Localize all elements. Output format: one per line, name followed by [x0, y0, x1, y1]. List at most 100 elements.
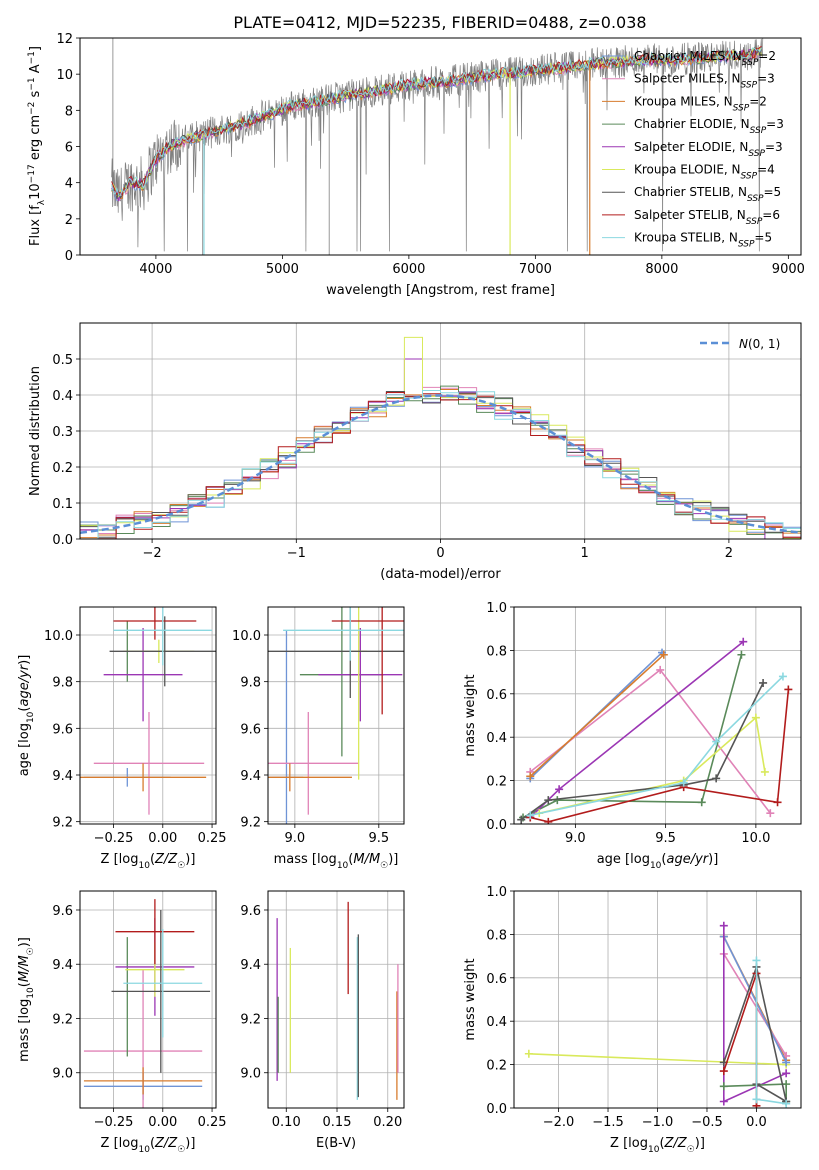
y-tick-label: 10.0 [44, 629, 73, 644]
legend-label: Salpeter ELODIE, NSSP=3 [634, 140, 783, 159]
y-tick-label: 9.6 [240, 904, 261, 919]
age-vs-mass-panel: 9.0 9.5 9.2 9.4 9.6 9.8 10.0 mass [log10(M/M☉)] [232, 606, 405, 871]
y-tick-label: 9.2 [52, 816, 73, 831]
x-tick-label: 9.5 [655, 831, 676, 846]
y-tick-label: 0.8 [486, 644, 507, 659]
legend-label: N(0, 1) [739, 337, 780, 351]
weight-marker [782, 1099, 791, 1108]
weight-marker [555, 785, 564, 794]
weight-line-kroupa-elodie [539, 716, 766, 814]
weight-marker [766, 809, 775, 818]
y-tick-label: 9.0 [52, 1067, 73, 1082]
x-axis-label: wavelength [Angstrom, rest frame] [326, 283, 555, 298]
weight-line-chabrier-miles [723, 936, 787, 1063]
x-tick-label: 2 [725, 546, 733, 561]
axes-frame [513, 890, 802, 1109]
x-tick-label: 6000 [392, 262, 425, 277]
y-axis-label: mass weight [463, 958, 478, 1040]
weight-marker [737, 650, 746, 659]
x-tick-label: −1 [287, 546, 306, 561]
y-tick-label: 9.4 [240, 958, 261, 973]
weight-marker [784, 685, 793, 694]
y-tick-label: 0.8 [486, 928, 507, 943]
axes-frame [79, 322, 802, 540]
model-spectrum-kroupa-stelib [111, 47, 762, 196]
y-tick-label: 10 [56, 68, 73, 83]
y-tick-label: 0.6 [486, 972, 507, 987]
y-tick-label: 0.0 [52, 533, 73, 548]
x-axis-label: Z [log10(Z/Z☉)] [101, 852, 196, 871]
y-tick-label: 0.4 [52, 389, 73, 404]
x-tick-label: 0.25 [198, 1115, 227, 1130]
legend-label: Chabrier ELODIE, NSSP=3 [634, 117, 784, 136]
y-tick-label: 9.0 [240, 1067, 261, 1082]
x-tick-label: 0.00 [148, 1115, 177, 1130]
gaussian-curve [80, 394, 801, 534]
weight-marker [782, 1080, 791, 1089]
weight-marker [773, 798, 782, 807]
y-tick-label: 9.8 [52, 676, 73, 691]
x-tick-label: 0.20 [373, 1115, 402, 1130]
weight-marker [782, 1058, 791, 1067]
weight-marker [719, 1097, 728, 1106]
legend-label: Chabrier MILES, NSSP=2 [634, 49, 776, 68]
weight-line-salpeter-miles [723, 953, 787, 1057]
weight-vs-Z-panel: −2.0 −1.5 −1.0 −0.5 0.0 0.0 0.2 0.4 0.6 0.8 1.0 Z [… [463, 885, 802, 1155]
x-tick-label: 10.0 [741, 831, 770, 846]
weight-marker [739, 637, 748, 646]
legend-label: Kroupa STELIB, NSSP=5 [634, 231, 772, 250]
residuals-panel: −2 −1 0 1 2 0.0 0.1 0.2 0.3 0.4 0.5 (data-model)/er… [28, 322, 802, 582]
plot-area [268, 607, 404, 824]
x-tick-label: 0.10 [272, 1115, 301, 1130]
x-tick-label: 8000 [645, 262, 678, 277]
legend-label: Kroupa ELODIE, NSSP=4 [634, 163, 775, 182]
x-tick-label: 9000 [772, 262, 805, 277]
y-tick-label: 9.6 [240, 722, 261, 737]
weight-marker [712, 774, 721, 783]
mass-vs-Z-panel: −0.25 0.00 0.25 9.0 9.2 9.4 9.6 Z [log10(Z/Z☉)]… [17, 890, 227, 1155]
legend-label: Salpeter STELIB, NSSP=6 [634, 208, 780, 227]
weight-marker [712, 737, 721, 746]
axes-frame [267, 890, 405, 1109]
weight-line-chabrier-stelib [723, 964, 788, 1104]
y-tick-label: 0.0 [486, 1102, 507, 1117]
spectrum-panel: 4000 5000 6000 7000 8000 9000 0 2 4 6 8 10 12 wavelen… [27, 32, 805, 298]
weight-marker [544, 796, 553, 805]
x-tick-label: 9.0 [565, 831, 586, 846]
figure-title: PLATE=0412, MJD=52235, FIBERID=0488, z=0… [233, 13, 646, 32]
x-tick-label: 0.25 [198, 831, 227, 846]
x-tick-label: −0.5 [691, 1115, 723, 1130]
weight-marker [656, 665, 665, 674]
weight-marker [544, 817, 553, 824]
x-tick-label: 0 [436, 546, 444, 561]
weight-line-salpeter-elodie [722, 925, 787, 1103]
y-tick-label: 0.3 [52, 425, 73, 440]
x-axis-label: age [log10(age/yr)] [597, 852, 719, 871]
x-tick-label: −2 [143, 546, 162, 561]
weight-marker [752, 956, 761, 965]
y-tick-label: 0.1 [52, 497, 73, 512]
weight-marker [697, 798, 706, 807]
x-axis-label: Z [log10(Z/Z☉)] [610, 1136, 705, 1155]
age-vs-Z-panel: −0.25 0.00 0.25 9.2 9.4 9.6 9.8 10.0 Z [log10(Z/… [17, 606, 227, 871]
y-tick-label: 9.8 [240, 676, 261, 691]
y-tick-label: 9.6 [52, 722, 73, 737]
weight-marker [526, 811, 535, 820]
y-tick-label: 0.2 [52, 461, 73, 476]
y-tick-label: 6 [65, 141, 73, 156]
x-tick-label: 9.0 [285, 831, 306, 846]
y-tick-label: 0.4 [486, 731, 507, 746]
x-axis-label: (data-model)/error [380, 567, 501, 582]
axes-frame [79, 37, 802, 256]
legend-label: Salpeter MILES, NSSP=3 [634, 72, 775, 91]
plot-area [517, 637, 793, 824]
y-tick-label: 2 [65, 213, 73, 228]
weight-vs-age-panel: 9.0 9.5 10.0 0.0 0.2 0.4 0.6 0.8 1.0 age [log10(a… [463, 601, 802, 871]
plot-area [111, 38, 764, 255]
x-tick-label: −1.0 [642, 1115, 674, 1130]
y-tick-label: 8 [65, 104, 73, 119]
weight-marker [719, 1067, 728, 1076]
weight-marker [782, 1069, 791, 1078]
axes-frame [513, 606, 802, 825]
